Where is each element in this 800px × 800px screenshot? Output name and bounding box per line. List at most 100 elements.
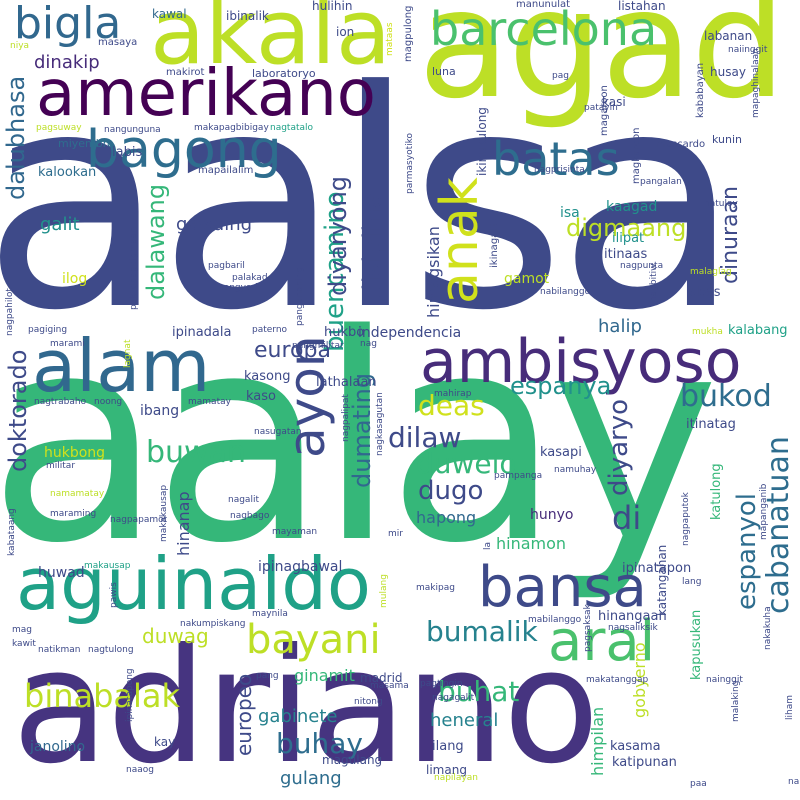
word-magulang: magulang bbox=[322, 753, 383, 767]
word-nagalit: nagalit bbox=[228, 495, 259, 505]
word-nagprisinta: nagprisinta bbox=[534, 165, 585, 175]
word-hinangaan: hinangaan bbox=[598, 609, 667, 624]
word-aalay: aalay bbox=[0, 274, 720, 606]
word-ambisyoso: ambisyoso bbox=[420, 327, 742, 397]
word-pangunahing: pangunahing bbox=[295, 266, 305, 326]
word-isa: isa bbox=[560, 205, 580, 221]
word-malaking: malaking bbox=[731, 680, 741, 722]
word-ipinadala: ipinadala bbox=[172, 325, 232, 340]
word-dalawang: dalawang bbox=[142, 183, 170, 300]
word-pampanga: pampanga bbox=[494, 471, 543, 481]
word-niya: niya bbox=[10, 41, 30, 51]
word-halip: halip bbox=[598, 316, 642, 337]
word-nakumpiskang: nakumpiskang bbox=[180, 619, 246, 629]
word-nagagalit: nagagalit bbox=[432, 693, 475, 703]
word-mir: mir bbox=[388, 529, 403, 539]
word-hukbo: hukbo bbox=[324, 325, 365, 340]
word-pag: pag bbox=[552, 71, 569, 81]
word-diyaryong: diyaryong bbox=[324, 175, 352, 296]
word-nagbago: nagbago bbox=[230, 511, 270, 521]
word-nagtrabaho: nagtrabaho bbox=[34, 397, 87, 407]
word-ilipat: ilipat bbox=[612, 231, 645, 246]
word-masaya: masaya bbox=[98, 37, 138, 48]
word-buhat: buhat bbox=[438, 675, 520, 708]
word-doktorado: doktorado bbox=[4, 349, 32, 472]
word-bigla: bigla bbox=[14, 0, 122, 49]
word-himpilan: himpilan bbox=[588, 706, 607, 776]
word-listahan: listahan bbox=[618, 0, 666, 13]
word-katulong: katulong bbox=[709, 463, 724, 520]
word-hinamon: hinamon bbox=[496, 534, 567, 553]
word-pangmilitar: pangmilitar bbox=[292, 341, 344, 351]
word-nagpaputok: nagpaputok bbox=[681, 492, 691, 546]
word-labis: labis bbox=[112, 145, 143, 160]
word-makirot: makirot bbox=[166, 67, 205, 78]
word-kasapi: kasapi bbox=[540, 445, 582, 460]
word-buwan: buwan bbox=[146, 435, 246, 470]
word-namamatay: namamatay bbox=[50, 489, 105, 499]
word-duwag: duwag bbox=[142, 624, 209, 648]
word-nitong: nitong bbox=[354, 697, 383, 707]
word-buhay: buhay bbox=[276, 727, 363, 760]
word-kawal: kawal bbox=[152, 7, 187, 21]
word-nangunguna: nangunguna bbox=[104, 125, 161, 135]
word-mayaman: mayaman bbox=[272, 527, 318, 537]
word-nagsaliksik: nagsaliksik bbox=[608, 623, 658, 633]
word-nang: nang bbox=[788, 777, 800, 787]
word-gulang: gulang bbox=[280, 768, 342, 789]
word-ipinagbawal: ipinagbawal bbox=[258, 559, 343, 575]
word-masama: masama bbox=[370, 681, 409, 691]
word-nainggit: nainggit bbox=[706, 675, 743, 685]
word-pangalan: pangalan bbox=[640, 177, 682, 187]
word-hunyo: hunyo bbox=[530, 507, 574, 523]
word-pakikipagdigmaan: pakikipagdigmaan bbox=[129, 226, 139, 310]
word-noong: noong bbox=[94, 397, 123, 407]
word-bayani: bayani bbox=[246, 617, 381, 663]
word-kabataang: kabataang bbox=[7, 508, 17, 556]
word-hinanap: hinanap bbox=[174, 491, 193, 556]
word-huwad: huwad bbox=[38, 565, 85, 581]
word-napilayan: napilayan bbox=[434, 773, 478, 783]
word-kaagad: kaagad bbox=[606, 199, 658, 215]
word-militar: militar bbox=[46, 461, 76, 471]
word-lagnat: lagnat bbox=[123, 339, 133, 368]
word-nangyari: nangyari bbox=[218, 283, 258, 293]
word-kapusukan: kapusukan bbox=[689, 609, 704, 680]
word-pang: pang bbox=[256, 671, 279, 681]
word-aral: aral bbox=[548, 609, 656, 674]
word-mascardo: mascardo bbox=[656, 139, 706, 150]
word-parmasyotiko: parmasyotiko bbox=[405, 132, 415, 194]
word-pagtingin: pagtingin bbox=[420, 679, 463, 689]
word-europa: europa bbox=[254, 338, 331, 363]
word-maraming: maraming bbox=[50, 509, 97, 519]
word-katangahan: katangahan bbox=[655, 544, 669, 616]
word-espanyol: espanyol bbox=[732, 493, 762, 610]
word-ginamit: ginamit bbox=[294, 666, 355, 685]
word-ion: ion bbox=[336, 25, 355, 39]
word-makapagbibigay: makapagbibigay bbox=[194, 123, 269, 133]
word-natikman: natikman bbox=[38, 645, 81, 655]
word-heneral: heneral bbox=[430, 710, 499, 731]
word-akala: akala bbox=[150, 0, 391, 85]
word-ibang: ibang bbox=[140, 403, 180, 419]
word-paa: paa bbox=[690, 779, 707, 789]
word-mapailalim: mapailalim bbox=[198, 165, 254, 176]
word-nagpapamot: nagpapamot bbox=[110, 515, 168, 525]
word-ipinatapon: ipinatapon bbox=[622, 561, 692, 576]
word-mapanganib: mapanganib bbox=[759, 483, 769, 540]
word-laboratoryo: laboratoryo bbox=[252, 67, 316, 80]
word-hulihin: hulihin bbox=[312, 0, 353, 13]
word-bansa: bansa bbox=[478, 555, 647, 620]
word-diyaryo: diyaryo bbox=[604, 398, 634, 496]
word-pawis: pawis bbox=[109, 582, 119, 608]
word-dalubhasa: dalubhasa bbox=[2, 75, 30, 200]
word-mataas: mataas bbox=[385, 22, 395, 56]
word-di: di bbox=[612, 499, 642, 537]
word-mukha: mukha bbox=[692, 327, 723, 337]
word-pagsuway: pagsuway bbox=[36, 123, 82, 133]
word-alam: alam bbox=[32, 324, 211, 408]
word-kay: kay bbox=[154, 735, 176, 749]
word-bagong: bagong bbox=[86, 120, 282, 180]
word-europeo: europeo bbox=[232, 673, 256, 756]
word-makausap: makausap bbox=[84, 561, 131, 571]
